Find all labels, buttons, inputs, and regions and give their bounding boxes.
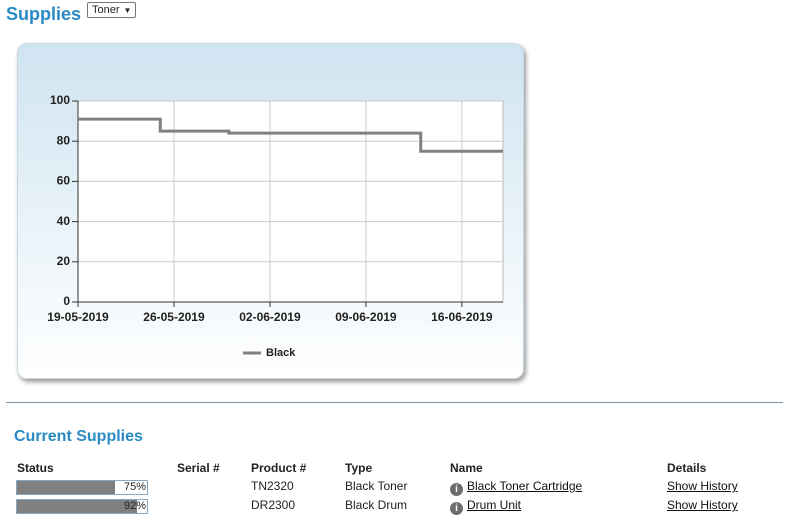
- product-number: DR2300: [251, 498, 296, 512]
- y-tick-label: 60: [57, 174, 71, 188]
- status-fill: [17, 481, 115, 494]
- status-bar: 92%: [16, 499, 148, 514]
- product-number: TN2320: [251, 479, 294, 493]
- page-title: Supplies: [6, 4, 82, 24]
- selector-value[interactable]: Toner: [92, 4, 120, 16]
- y-tick-label: 100: [50, 93, 70, 107]
- info-icon[interactable]: i: [450, 502, 463, 515]
- x-tick-label: 26-05-2019: [143, 310, 205, 324]
- supply-type: Black Toner: [345, 479, 408, 493]
- y-tick-label: 40: [57, 214, 71, 228]
- x-tick-label: 19-05-2019: [47, 310, 109, 324]
- status-bar: 75%: [16, 480, 148, 495]
- y-tick-label: 0: [63, 294, 70, 308]
- show-history-link[interactable]: Show History: [667, 498, 738, 512]
- name-link[interactable]: Drum Unit: [467, 498, 522, 512]
- x-tick-label: 09-06-2019: [335, 310, 397, 324]
- supply-selector[interactable]: Toner ▼: [87, 2, 137, 18]
- column-header: Product #: [251, 461, 307, 475]
- y-tick-label: 80: [57, 133, 71, 147]
- column-header: Type: [345, 461, 373, 475]
- separator: [6, 402, 783, 403]
- y-tick-label: 20: [57, 254, 71, 268]
- section-title: Current Supplies: [14, 428, 143, 445]
- series-line: [78, 117, 503, 153]
- supply-type: Black Drum: [345, 498, 408, 512]
- status-label: 75%: [123, 481, 146, 493]
- plot-area: [77, 100, 504, 303]
- dropdown-arrow[interactable]: ▼: [123, 6, 132, 15]
- column-header: Details: [667, 461, 707, 475]
- legend-label: Black: [266, 347, 296, 359]
- column-header: Status: [17, 461, 54, 475]
- name-link[interactable]: Black Toner Cartridge: [467, 479, 583, 493]
- show-history-link[interactable]: Show History: [667, 479, 738, 493]
- status-fill: [17, 500, 137, 513]
- x-tick-label: 16-06-2019: [431, 310, 493, 324]
- supply-name: i Black Toner Cartridge: [450, 479, 582, 496]
- status-label: 92%: [123, 500, 146, 512]
- column-header: Serial #: [177, 461, 220, 475]
- column-header: Name: [450, 461, 483, 475]
- x-tick-label: 02-06-2019: [239, 310, 301, 324]
- chart: 0 20 40 60 80 100 19-05-2019 26-05-2019 02-06-20…: [47, 93, 504, 359]
- supply-name: i Drum Unit: [450, 498, 521, 515]
- info-icon[interactable]: i: [450, 483, 463, 496]
